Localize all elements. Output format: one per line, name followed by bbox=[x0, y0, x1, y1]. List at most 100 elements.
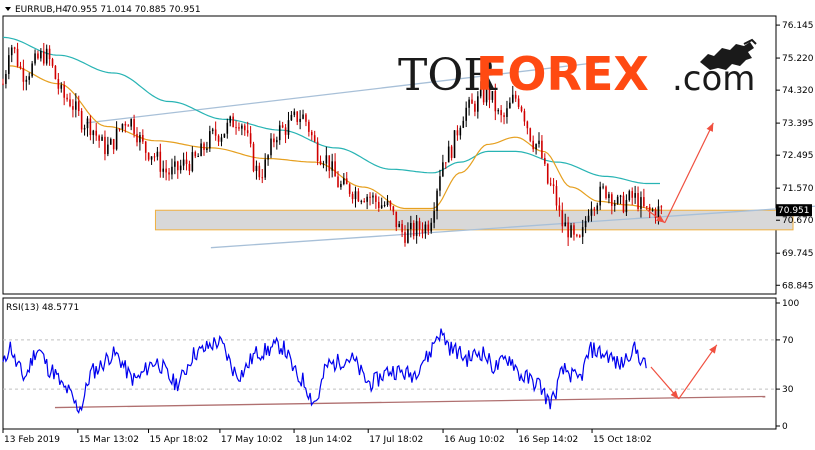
candle-body bbox=[229, 116, 232, 123]
candle-body bbox=[331, 161, 333, 171]
candle-body bbox=[337, 176, 339, 188]
symbol-label: EURRUB,H4 bbox=[15, 5, 68, 15]
candle-body bbox=[147, 152, 150, 160]
lower-trendline bbox=[210, 205, 815, 249]
forecast-arrow bbox=[664, 122, 714, 223]
candle-body bbox=[596, 205, 599, 211]
candle-body bbox=[220, 137, 223, 142]
candle-body bbox=[8, 55, 10, 74]
candle-body bbox=[22, 68, 25, 82]
candle-body bbox=[162, 168, 165, 172]
candle-body bbox=[255, 165, 258, 172]
rsi-forecast-arrow-head bbox=[709, 344, 717, 354]
candle-body bbox=[104, 136, 106, 155]
candle-body bbox=[567, 222, 569, 238]
candle-body bbox=[299, 118, 301, 122]
candle-body bbox=[363, 201, 366, 203]
rsi-tick-label: 100 bbox=[782, 299, 799, 309]
candle-body bbox=[576, 234, 578, 236]
candle-body bbox=[485, 88, 488, 103]
candle-body bbox=[634, 193, 636, 198]
candle-body bbox=[491, 91, 494, 100]
candle-body bbox=[360, 201, 363, 203]
candle-body bbox=[529, 128, 532, 141]
candle-body bbox=[383, 205, 386, 207]
price-tick-label: 68.845 bbox=[782, 281, 814, 291]
candle-body bbox=[514, 94, 517, 99]
candle-body bbox=[188, 163, 191, 171]
ohlc-label: 70.955 71.014 70.885 70.951 bbox=[66, 5, 201, 15]
candle-body bbox=[118, 128, 121, 130]
candle-body bbox=[185, 159, 188, 164]
time-tick-label: 18 Jun 14:02 bbox=[295, 435, 352, 445]
candle-body bbox=[243, 125, 246, 131]
candle-body bbox=[77, 101, 80, 112]
candle-body bbox=[13, 47, 16, 49]
candle-body bbox=[526, 121, 529, 129]
candle-body bbox=[72, 106, 74, 110]
candle-body bbox=[293, 111, 296, 115]
candle-body bbox=[511, 94, 514, 103]
candle-body bbox=[392, 206, 395, 212]
candle-body bbox=[578, 235, 581, 237]
time-tick-label: 16 Sep 14:02 bbox=[518, 435, 578, 445]
candle-body bbox=[48, 48, 51, 60]
candle-body bbox=[369, 196, 371, 198]
time-tick-label: 15 Mar 13:02 bbox=[79, 435, 139, 445]
candle-body bbox=[37, 53, 39, 59]
time-tick-label: 13 Feb 2019 bbox=[4, 435, 60, 445]
candle-body bbox=[468, 99, 470, 108]
candle-body bbox=[159, 151, 162, 172]
candle-body bbox=[584, 220, 587, 228]
candle-body bbox=[267, 155, 269, 160]
current-price-box bbox=[776, 204, 812, 217]
candle-body bbox=[477, 96, 479, 112]
price-tick-label: 70.670 bbox=[782, 216, 814, 226]
torforex-logo: TOR FOREX .com bbox=[398, 38, 757, 101]
candle-body bbox=[278, 125, 281, 141]
candle-body bbox=[200, 143, 202, 157]
candle-body bbox=[142, 134, 144, 142]
candle-body bbox=[107, 144, 109, 155]
candle-body bbox=[517, 98, 520, 107]
support-zone bbox=[154, 209, 794, 231]
candle-body bbox=[92, 130, 95, 136]
candle-body bbox=[549, 183, 552, 185]
rsi-plot bbox=[2, 328, 776, 415]
rsi-tick-label: 30 bbox=[782, 385, 794, 395]
candle-body bbox=[133, 119, 135, 134]
candle-body bbox=[628, 191, 631, 201]
candle-body bbox=[322, 163, 325, 165]
candle-body bbox=[357, 191, 360, 202]
candle-body bbox=[552, 184, 555, 187]
forecast-arrow-head bbox=[706, 122, 714, 132]
candle-body bbox=[194, 152, 197, 157]
candle-body bbox=[523, 111, 526, 122]
candle-body bbox=[340, 184, 342, 188]
candle-body bbox=[95, 130, 98, 136]
candle-body bbox=[354, 191, 357, 200]
candle-body bbox=[654, 210, 657, 218]
candle-body bbox=[462, 120, 465, 128]
price-plot bbox=[2, 36, 815, 249]
candle-body bbox=[424, 224, 427, 234]
candle-body bbox=[415, 221, 418, 237]
candle-body bbox=[479, 89, 482, 97]
candle-body bbox=[51, 59, 54, 66]
candle-body bbox=[80, 111, 83, 130]
candles bbox=[2, 42, 663, 247]
candle-body bbox=[31, 63, 33, 77]
candle-body bbox=[75, 101, 77, 110]
candle-body bbox=[637, 193, 639, 209]
candle-body bbox=[573, 225, 575, 235]
candle-body bbox=[602, 186, 604, 188]
candle-body bbox=[456, 130, 459, 136]
dropdown-triangle-icon[interactable] bbox=[5, 7, 11, 11]
candle-body bbox=[645, 206, 648, 208]
candle-body bbox=[165, 168, 167, 173]
candle-body bbox=[447, 146, 450, 163]
time-tick-label: 17 Jul 18:02 bbox=[369, 435, 423, 445]
candle-body bbox=[290, 114, 293, 121]
candle-body bbox=[156, 151, 159, 157]
candle-body bbox=[168, 172, 170, 175]
